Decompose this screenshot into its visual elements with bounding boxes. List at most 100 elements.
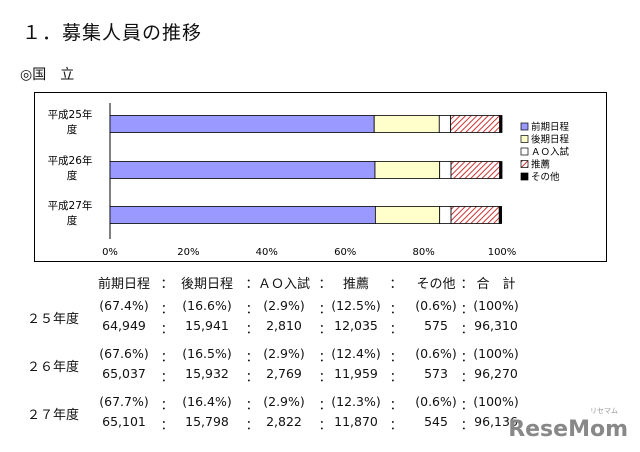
cell-separator: ： [389,369,403,384]
bar-3-series-1 [109,206,376,224]
category-label: 平成25年 [48,108,93,121]
bar-3-series-4 [450,206,500,224]
cell-separator: ： [160,349,174,364]
bar-2-series-1 [109,161,376,179]
cell-separator: ： [245,397,259,412]
bar-1-series-4 [450,115,501,133]
percent-cell: (67.4%) [99,298,149,313]
bar-1-series-5 [499,115,503,133]
cell-separator: ： [160,321,174,336]
category-label: 度 [67,123,78,136]
column-header: 推薦 [342,277,370,292]
cell-separator: ： [389,417,403,432]
column-header: 前期日程 [97,277,151,292]
count-cell: 545 [424,414,448,429]
bar-2-series-2 [374,161,441,179]
header-separator: ： [389,277,403,292]
legend-swatch [520,160,529,168]
cell-separator: ： [318,301,332,316]
bar-1-series-3 [438,115,452,133]
category-label: 平成27年 [48,199,93,212]
chart-frame: 平成25年度平成26年度平成27年度 0% 20% 40% 60% 80% 100% 前期日程… [34,92,607,262]
x-tick-label: 40% [256,247,278,258]
percent-cell: (67.7%) [99,394,149,409]
cell-separator: ： [245,369,259,384]
percent-cell: (16.6%) [182,298,232,313]
cell-separator: ： [318,397,332,412]
x-tick-label: 20% [177,247,199,258]
percent-cell: (0.6%) [415,298,457,313]
bar-2-series-3 [439,161,452,179]
count-cell: 11,959 [334,366,378,381]
legend-entry: その他 [531,171,560,183]
count-cell: 96,270 [474,366,518,381]
cell-separator: ： [160,369,174,384]
column-header: その他 [416,277,456,292]
percent-cell: (12.3%) [331,394,381,409]
percent-cell: (100%) [473,346,519,361]
watermark-logo: ReseMom [508,417,628,442]
x-tick-label: 60% [334,247,356,258]
cell-separator: ： [460,301,474,316]
category-label: 度 [67,214,78,227]
cell-separator: ： [460,349,474,364]
header-separator: ： [160,277,174,292]
bar-2-series-5 [499,161,503,179]
count-cell: 15,932 [185,366,229,381]
row-label: ２５年度 [27,312,80,327]
legend-entry: ＡＯ入試 [531,146,570,158]
x-tick-label: 100% [488,247,517,258]
percent-cell: (67.6%) [99,346,149,361]
count-cell: 12,035 [334,318,378,333]
percent-cell: (12.4%) [331,346,381,361]
cell-separator: ： [245,321,259,336]
cell-separator: ： [160,301,174,316]
cell-separator: ： [460,369,474,384]
legend-swatch [520,135,529,143]
legend-entry: 推薦 [531,159,550,171]
cell-separator: ： [389,397,403,412]
cell-separator: ： [389,349,403,364]
header-separator: ： [460,277,474,292]
percent-cell: (16.4%) [182,394,232,409]
cell-separator: ： [460,397,474,412]
legend-entry: 前期日程 [531,121,570,133]
count-cell: 2,769 [266,366,302,381]
legend-entry: 後期日程 [531,134,570,146]
bar-2-series-4 [450,161,501,179]
legend-swatch [520,147,529,156]
count-cell: 2,810 [266,318,302,333]
percent-cell: (100%) [473,298,519,313]
cell-separator: ： [318,417,332,432]
cell-separator: ： [389,321,403,336]
bar-3-series-3 [439,206,452,224]
cell-separator: ： [318,369,332,384]
bar-1-series-2 [373,115,440,133]
row-label: ２６年度 [27,360,80,375]
count-cell: 575 [424,318,448,333]
bar-1-series-1 [109,115,375,133]
percent-cell: (2.9%) [263,346,305,361]
x-tick-label: 80% [412,247,434,258]
percent-cell: (0.6%) [415,346,457,361]
count-cell: 2,822 [266,414,302,429]
x-tick-label: 0% [102,247,118,258]
column-header: ＡＯ入試 [257,277,311,292]
watermark-sub: リセマム [590,407,618,415]
column-header: 合 計 [476,277,516,292]
count-cell: 96,136 [474,414,518,429]
cell-separator: ： [318,349,332,364]
count-cell: 573 [424,366,448,381]
count-cell: 65,037 [102,366,146,381]
cell-separator: ： [460,321,474,336]
cell-separator: ： [389,301,403,316]
header-separator: ： [245,277,259,292]
cell-separator: ： [245,417,259,432]
percent-cell: (12.5%) [331,298,381,313]
cell-separator: ： [460,417,474,432]
count-cell: 11,870 [334,414,378,429]
category-label: 平成26年 [48,154,93,167]
count-cell: 96,310 [474,318,518,333]
count-cell: 15,941 [185,318,229,333]
